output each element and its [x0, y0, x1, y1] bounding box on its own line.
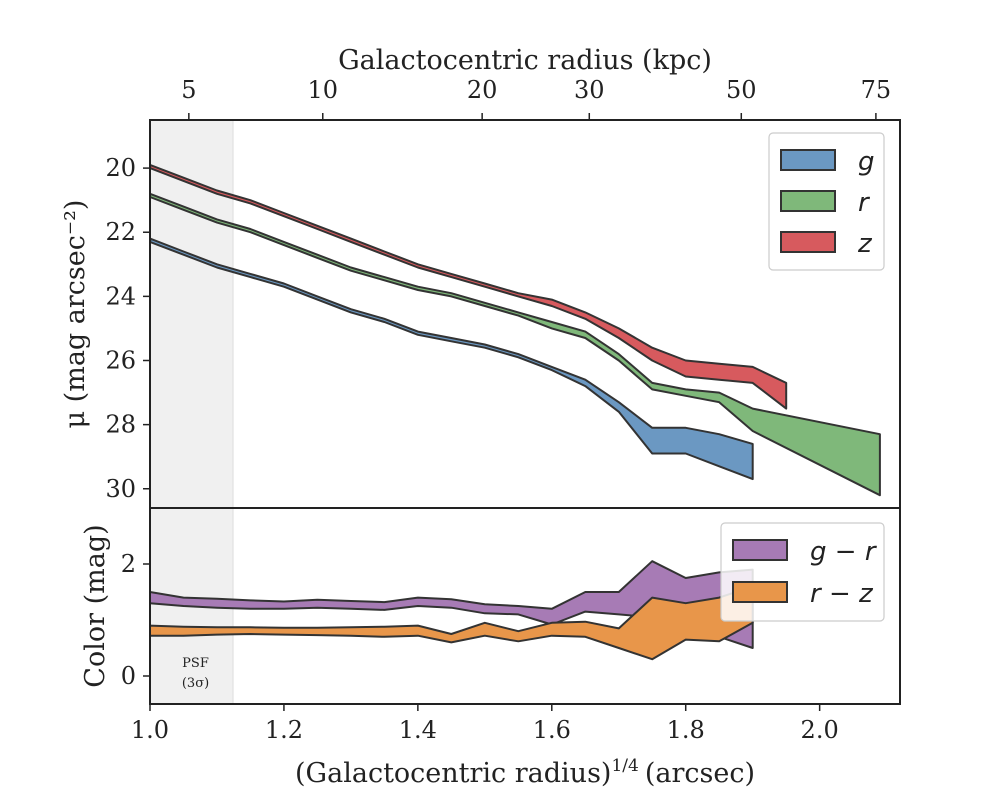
legend-label-r: r [858, 188, 871, 218]
top-axis-label: Galactocentric radius (kpc) [338, 45, 712, 76]
top-x-tick-label: 30 [574, 76, 605, 104]
y-tick-label: 26 [105, 346, 136, 374]
y-tick-label: 22 [105, 218, 136, 246]
x-tick-label: 1.2 [265, 716, 303, 744]
color-y-axis-label: Color (mag) [80, 524, 111, 687]
x-axis-label: (Galactocentric radius)1/4 (arcsec) [295, 756, 755, 789]
color-y-tick-label: 0 [121, 662, 136, 690]
band-g-r [149, 560, 754, 649]
color-legend: g − r r − z [720, 522, 885, 622]
top-x-tick-label: 75 [861, 76, 892, 104]
profile-y-axis-label: μ (mag arcsec⁻²) [60, 200, 91, 429]
top-x-tick-label: 20 [467, 76, 498, 104]
legend-label-z: z [857, 229, 873, 259]
band-r [149, 192, 881, 497]
psf-label: PSF [182, 656, 209, 671]
x-axis-label-exponent: 1/4 [611, 756, 638, 776]
legend-swatch-g-r [732, 539, 788, 561]
legend-swatch-g [780, 149, 836, 171]
y-tick-label: 24 [105, 282, 136, 310]
axis-ticks: 1.0 1.2 1.4 1.6 1.8 2.05 10 20 30 50 7520222426283… [105, 76, 891, 744]
x-axis-label-unit: (arcsec) [645, 758, 755, 789]
color-axes-frame [149, 507, 901, 705]
psf-sigma-label: (3σ) [182, 676, 209, 691]
color-y-tick-label: 2 [121, 550, 136, 578]
band-g [149, 237, 754, 481]
top-x-tick-label: 5 [181, 76, 196, 104]
x-axis-label-text: (Galactocentric radius) [295, 758, 611, 789]
x-tick-label: 2.0 [801, 716, 839, 744]
legend-swatch-z [780, 231, 836, 253]
x-tick-label: 1.8 [667, 716, 705, 744]
top-x-tick-label: 10 [307, 76, 338, 104]
profile-legend: grz [768, 132, 885, 271]
top-x-tick-label: 50 [726, 76, 757, 104]
y-tick-label: 28 [105, 411, 136, 439]
legend-label-g: g [858, 147, 875, 177]
magnitude-bands [149, 163, 881, 497]
x-tick-label: 1.4 [399, 716, 437, 744]
y-tick-label: 20 [105, 154, 136, 182]
band-z [149, 163, 788, 410]
legend-swatch-r [780, 190, 836, 212]
color-bands [149, 560, 754, 661]
legend-label-r-z: r − z [810, 579, 874, 609]
y-tick-label: 30 [105, 475, 136, 503]
legend-label-g-r: g − r [810, 537, 878, 567]
x-tick-label: 1.0 [131, 716, 169, 744]
legend-swatch-r-z [732, 581, 788, 603]
band-r-z [149, 585, 754, 661]
psf-band [150, 120, 234, 704]
x-tick-label: 1.6 [533, 716, 571, 744]
